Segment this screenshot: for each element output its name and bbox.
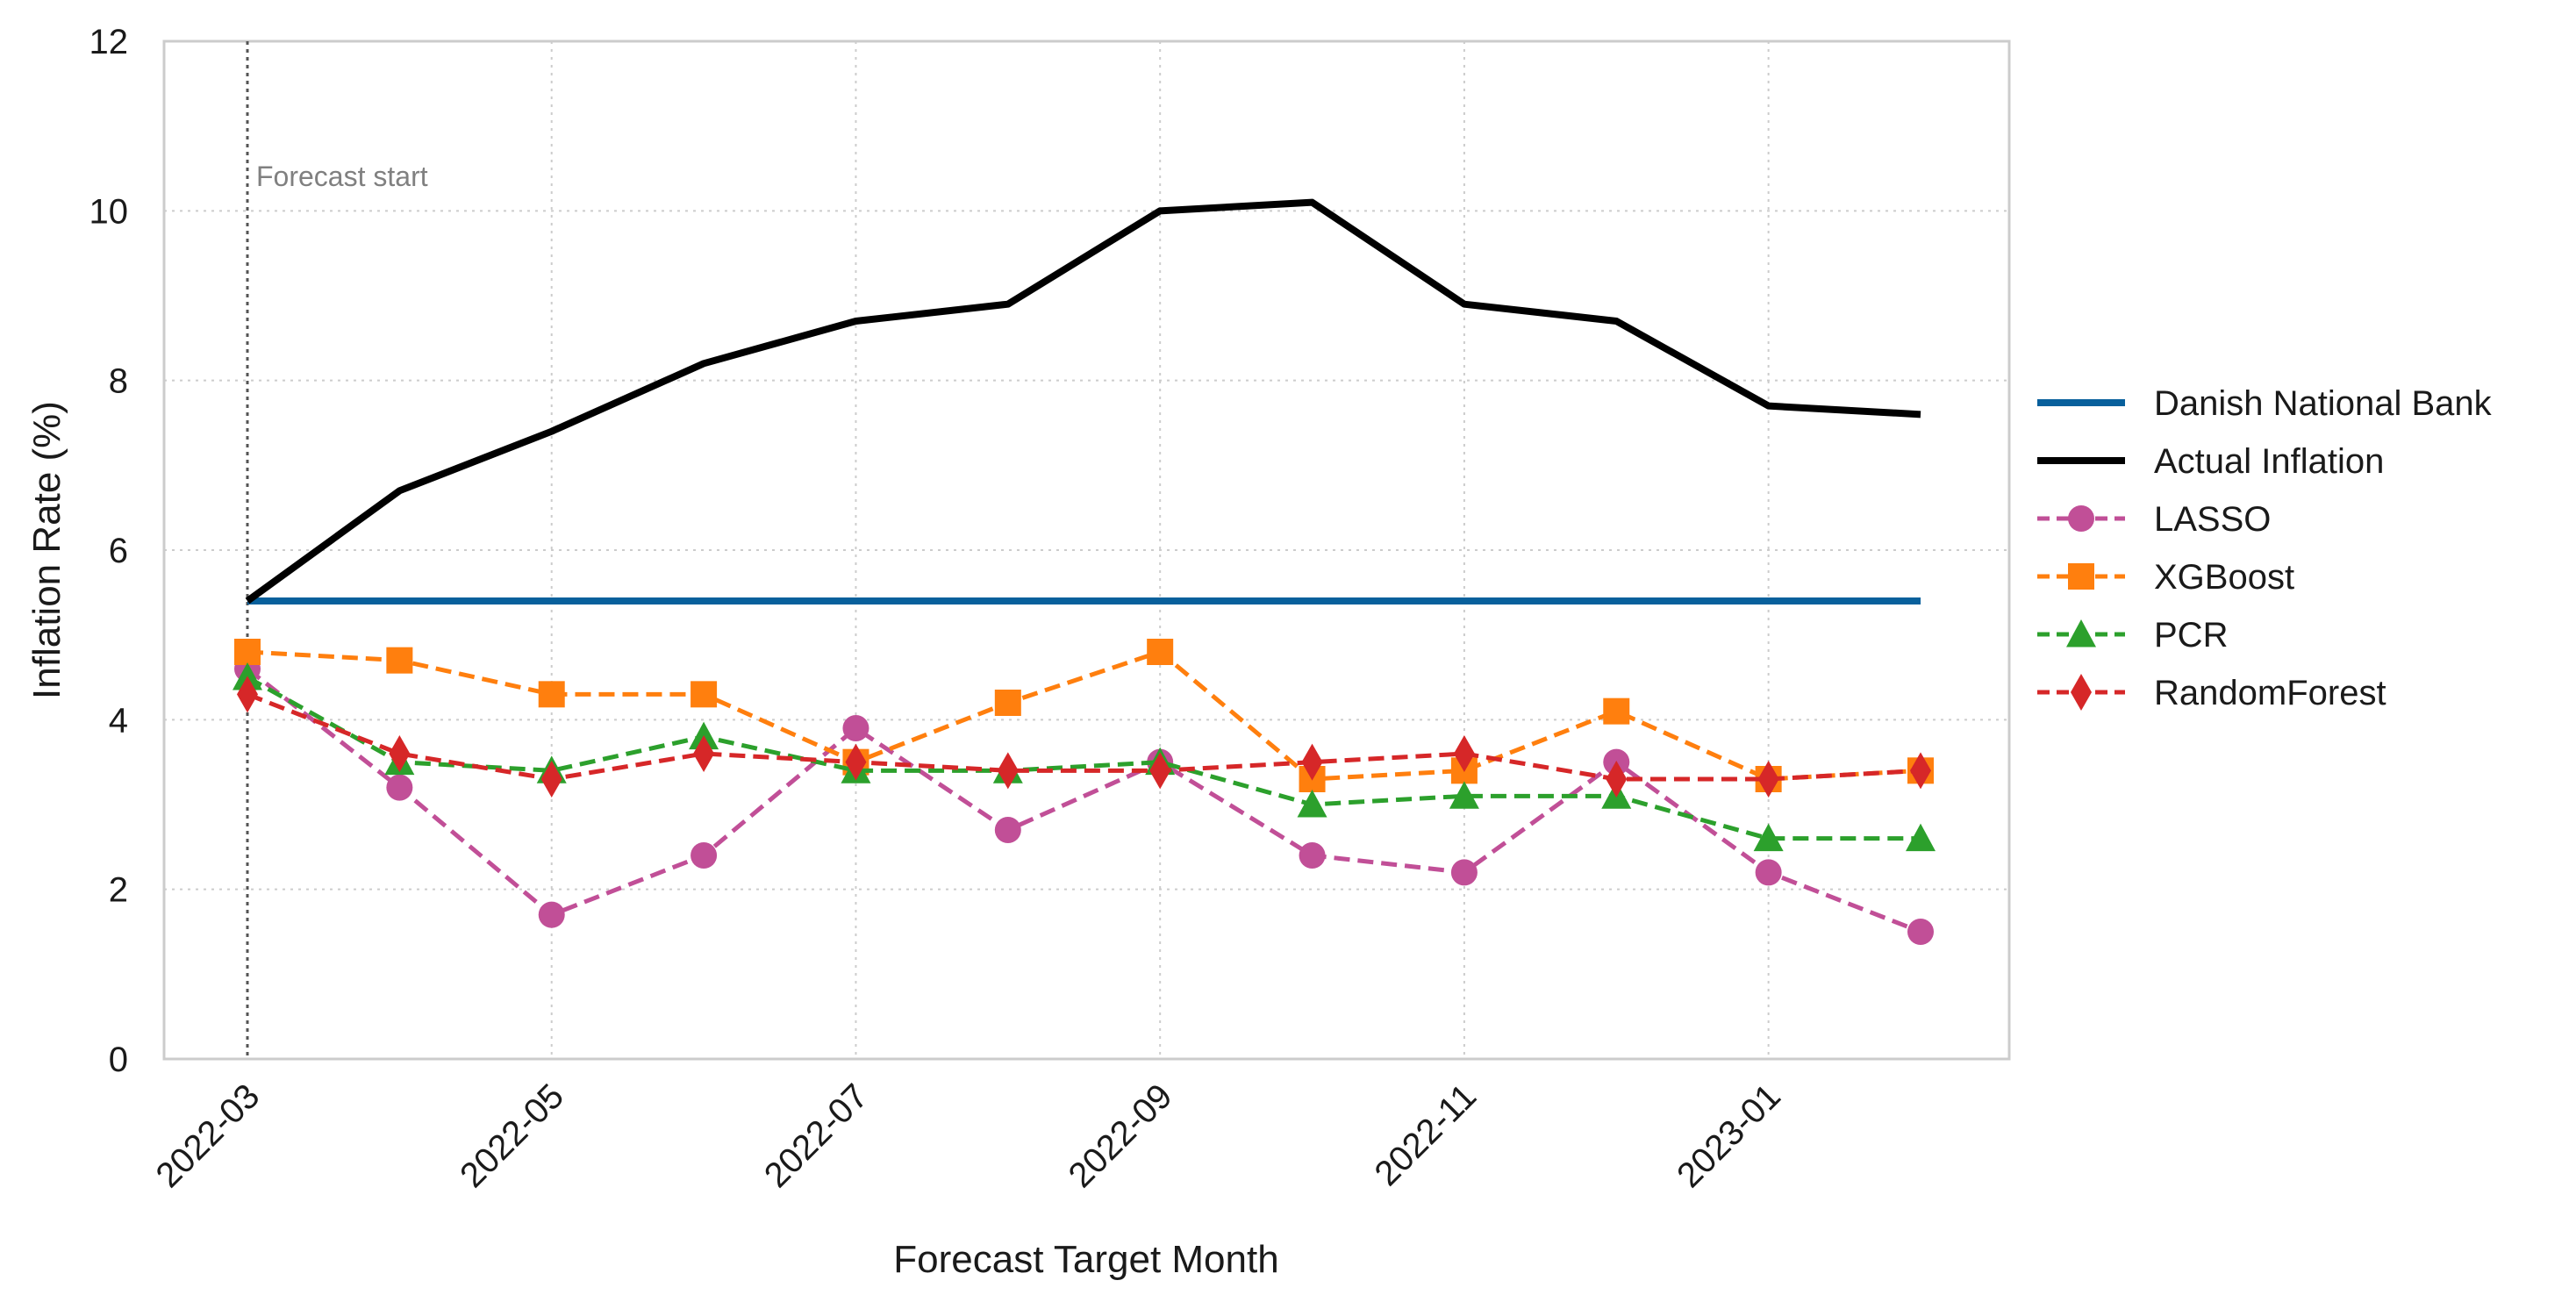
series-randomforest: [237, 676, 1931, 798]
legend-label: RandomForest: [2154, 674, 2386, 712]
legend-label: XGBoost: [2154, 558, 2294, 597]
y-tick-labels: 0 2 4 6 8 10 12: [89, 23, 129, 1079]
data-point-lasso: [386, 774, 413, 801]
data-point-randomforest: [1606, 761, 1628, 798]
data-point-pcr: [1906, 823, 1936, 852]
data-point-lasso: [1299, 842, 1326, 869]
series-actual-inflation: [245, 198, 1921, 604]
legend-item-lasso: LASSO: [2037, 500, 2271, 539]
data-point-xgboost: [994, 690, 1021, 716]
x-axis-title: Forecast Target Month: [893, 1238, 1278, 1281]
forecast-start-label: Forecast start: [256, 161, 428, 192]
series-line-randomforest: [247, 692, 1921, 782]
legend-label: PCR: [2154, 616, 2228, 655]
data-point-randomforest: [693, 735, 715, 772]
data-point-lasso: [538, 901, 565, 928]
y-tick-label: 8: [109, 362, 128, 401]
data-point-randomforest: [1453, 735, 1475, 772]
y-axis-title: Inflation Rate (%): [25, 401, 68, 699]
series-line-lasso: [246, 667, 1921, 934]
data-point-lasso: [994, 817, 1021, 843]
y-tick-label: 12: [89, 23, 129, 61]
data-point-pcr: [1753, 823, 1784, 852]
data-point-randomforest: [1149, 752, 1171, 790]
data-point-xgboost: [691, 681, 718, 708]
legend-item-pcr: PCR: [2037, 616, 2228, 655]
y-tick-label: 0: [109, 1041, 128, 1079]
y-tick-label: 10: [89, 192, 129, 231]
data-point-pcr: [1449, 781, 1479, 809]
data-point-xgboost: [538, 681, 565, 708]
data-point-randomforest: [1757, 761, 1779, 798]
series-lasso: [234, 655, 1934, 945]
data-point-xgboost: [234, 639, 261, 665]
data-point-randomforest: [237, 676, 258, 713]
legend-label: Danish National Bank: [2154, 384, 2493, 423]
legend-item-danish-national-bank: Danish National Bank: [2037, 384, 2493, 423]
data-point-randomforest: [389, 735, 411, 772]
legend-label: LASSO: [2154, 500, 2271, 539]
legend-item-randomforest: RandomForest: [2037, 674, 2386, 712]
data-point-randomforest: [845, 743, 867, 781]
data-point-xgboost: [386, 647, 413, 674]
series-line-actual-inflation: [245, 198, 1921, 604]
y-tick-label: 4: [109, 701, 128, 740]
data-point-randomforest: [1910, 752, 1931, 790]
legend-marker-randomforest: [2071, 674, 2092, 711]
plot-frame: [162, 39, 2011, 1061]
data-point-lasso: [1907, 919, 1934, 945]
legend-label: Actual Inflation: [2154, 442, 2384, 481]
data-point-xgboost: [1147, 639, 1174, 665]
legend-marker-xgboost: [2068, 563, 2094, 590]
legend-item-actual-inflation: Actual Inflation: [2037, 442, 2384, 481]
data-point-pcr: [1297, 790, 1327, 818]
data-point-xgboost: [1603, 698, 1630, 725]
data-point-lasso: [842, 715, 869, 741]
data-point-lasso: [1755, 859, 1782, 886]
data-point-randomforest: [997, 752, 1019, 790]
legend: Danish National Bank Actual Inflation LASS…: [2037, 384, 2493, 712]
y-tick-label: 6: [109, 532, 128, 570]
legend-item-xgboost: XGBoost: [2037, 558, 2294, 597]
series-line-pcr: [246, 675, 1921, 841]
data-point-randomforest: [1301, 743, 1323, 781]
data-point-lasso: [1450, 859, 1478, 886]
data-point-lasso: [691, 842, 718, 869]
data-point-randomforest: [540, 761, 562, 798]
forecast-start-annotation: Forecast start: [246, 41, 428, 1059]
y-tick-label: 2: [109, 871, 128, 910]
legend-marker-lasso: [2068, 505, 2094, 532]
legend-marker-pcr: [2066, 619, 2096, 647]
series-layer: [233, 198, 1936, 945]
